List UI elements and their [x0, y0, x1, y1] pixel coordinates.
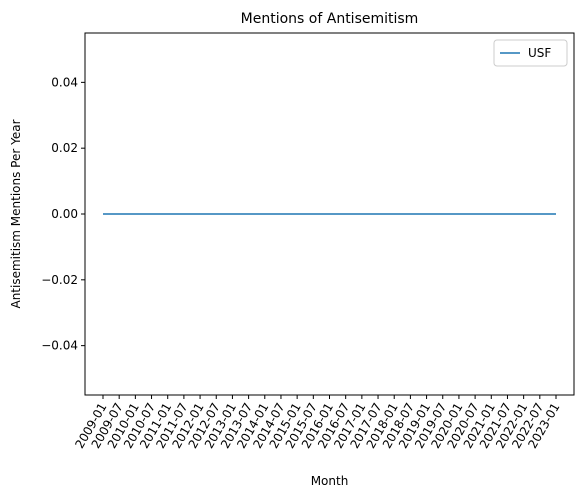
y-tick-label: −0.02	[41, 273, 78, 287]
x-axis: 2009-012009-072010-012010-072011-012011-…	[72, 395, 563, 451]
y-tick-label: 0.04	[51, 75, 78, 89]
x-axis-label: Month	[311, 474, 349, 488]
y-tick-label: 0.02	[51, 141, 78, 155]
y-tick-label: −0.04	[41, 339, 78, 353]
legend-box	[493, 39, 568, 67]
legend-label: USF	[528, 46, 551, 60]
legend: USF	[493, 39, 568, 67]
y-tick-label: 0.00	[51, 207, 78, 221]
chart-title: Mentions of Antisemitism	[241, 11, 419, 27]
y-axis: −0.04 −0.02 0.00 0.02 0.04	[41, 75, 85, 353]
y-axis-label: Antisemitism Mentions Per Year	[9, 119, 23, 308]
